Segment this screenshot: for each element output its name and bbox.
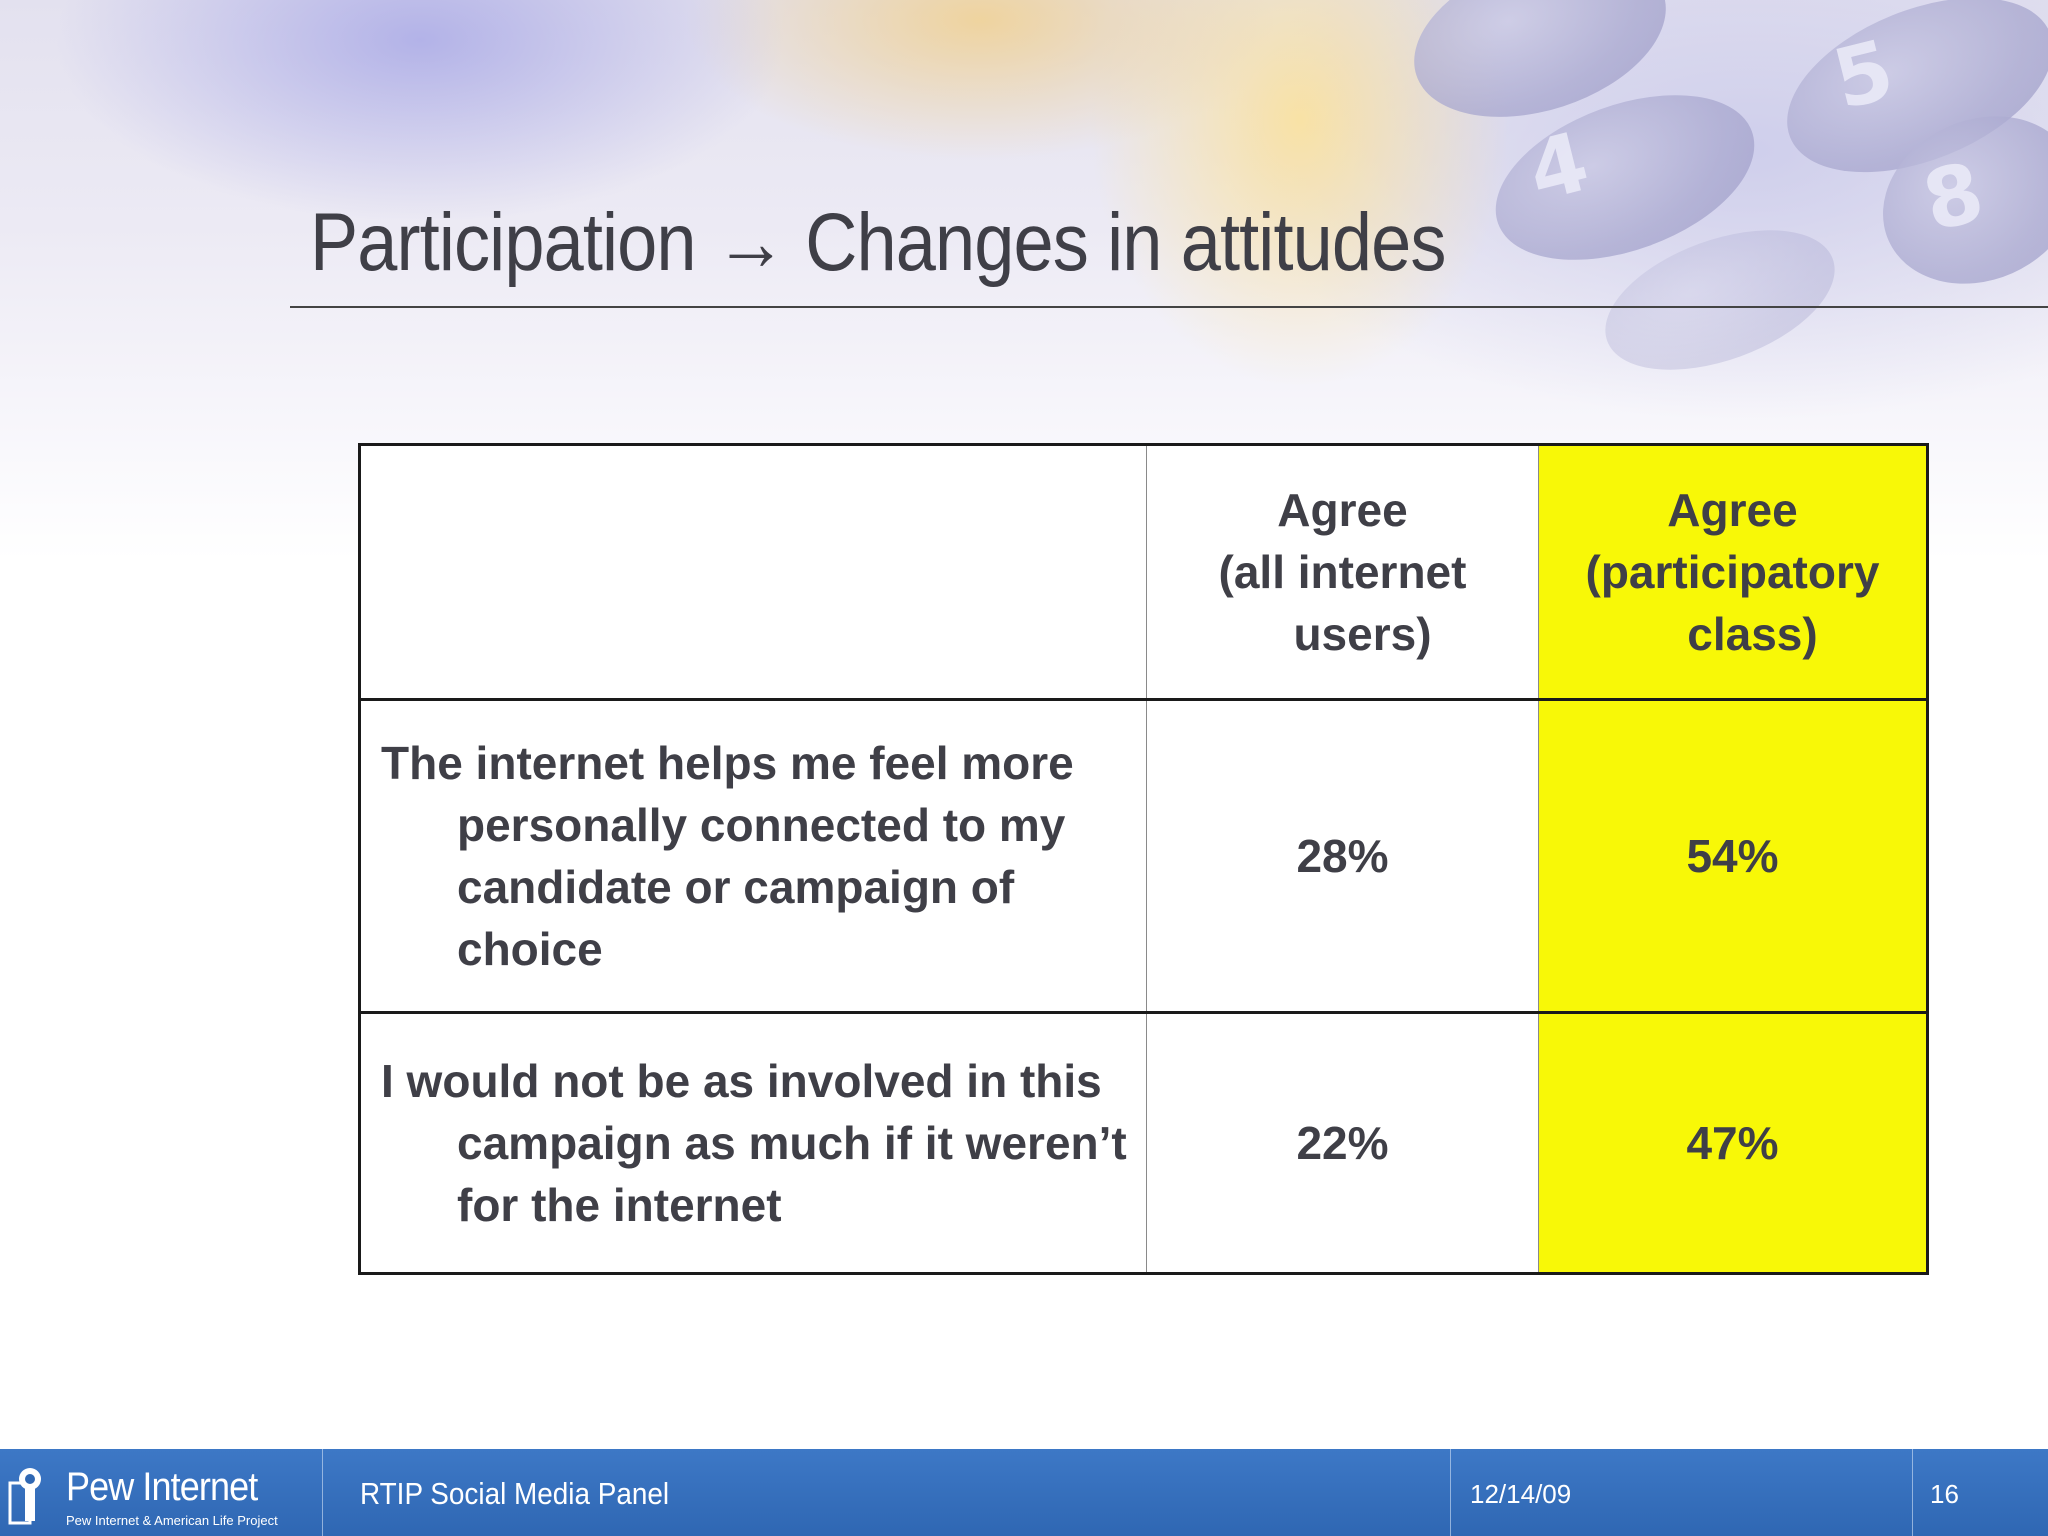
header-participatory-line-1: Agree bbox=[1667, 484, 1798, 536]
header-all-users-line-1: Agree bbox=[1277, 484, 1408, 536]
header-all-users: Agree (all internet users) bbox=[1147, 446, 1538, 698]
row-2-participatory-cell: 47% bbox=[1539, 1014, 1926, 1272]
footer-page-number: 16 bbox=[1930, 1479, 1959, 1509]
pew-keyhole-icon bbox=[8, 1463, 48, 1525]
participatory-column-highlight bbox=[1539, 446, 1926, 1272]
row-1-participatory-cell: 54% bbox=[1539, 701, 1926, 1011]
row-2-participatory-value: 47% bbox=[1686, 1117, 1779, 1169]
title-divider bbox=[290, 306, 2048, 308]
row-2-statement: I would not be as involved in this campa… bbox=[381, 1055, 1127, 1231]
header-all-users-line-2: (all internet bbox=[1218, 546, 1467, 598]
footer-presentation-title: RTIP Social Media Panel bbox=[360, 1476, 670, 1511]
attitudes-table: Agree (all internet users) Agree (partic… bbox=[358, 443, 1929, 1275]
row-2-all-users-cell: 22% bbox=[1147, 1014, 1538, 1272]
footer-divider-1 bbox=[322, 1449, 323, 1536]
row-1-all-users-value: 28% bbox=[1296, 830, 1389, 882]
header-participatory-line-2: (participatory bbox=[1585, 546, 1880, 598]
footer-bar: Pew Internet Pew Internet & American Lif… bbox=[0, 1449, 2048, 1536]
row-1-participatory-value: 54% bbox=[1686, 830, 1779, 882]
header-participatory-line-3: class) bbox=[1687, 608, 1818, 660]
logo-main-text: Pew Internet bbox=[66, 1465, 258, 1509]
logo-sub-text: Pew Internet & American Life Project bbox=[66, 1513, 278, 1528]
row-1-all-users-cell: 28% bbox=[1147, 701, 1538, 1011]
slide-title: Participation → Changes in attitudes bbox=[310, 197, 1446, 288]
header-all-users-line-3: users) bbox=[1293, 608, 1432, 660]
row-2-statement-cell: I would not be as involved in this campa… bbox=[361, 1014, 1146, 1272]
row-1-statement-cell: The internet helps me feel more personal… bbox=[361, 701, 1146, 1011]
row-2-all-users-value: 22% bbox=[1296, 1117, 1389, 1169]
header-empty-cell bbox=[361, 446, 1146, 698]
header-participatory: Agree (participatory class) bbox=[1539, 446, 1926, 698]
column-divider-1 bbox=[1146, 446, 1147, 1272]
row-divider-1 bbox=[361, 1011, 1926, 1014]
footer-divider-2 bbox=[1450, 1449, 1451, 1536]
column-divider-2 bbox=[1538, 446, 1539, 1272]
footer-divider-3 bbox=[1912, 1449, 1913, 1536]
row-divider-header bbox=[361, 698, 1926, 701]
footer-date: 12/14/09 bbox=[1470, 1479, 1572, 1509]
row-1-statement: The internet helps me feel more personal… bbox=[381, 737, 1074, 975]
